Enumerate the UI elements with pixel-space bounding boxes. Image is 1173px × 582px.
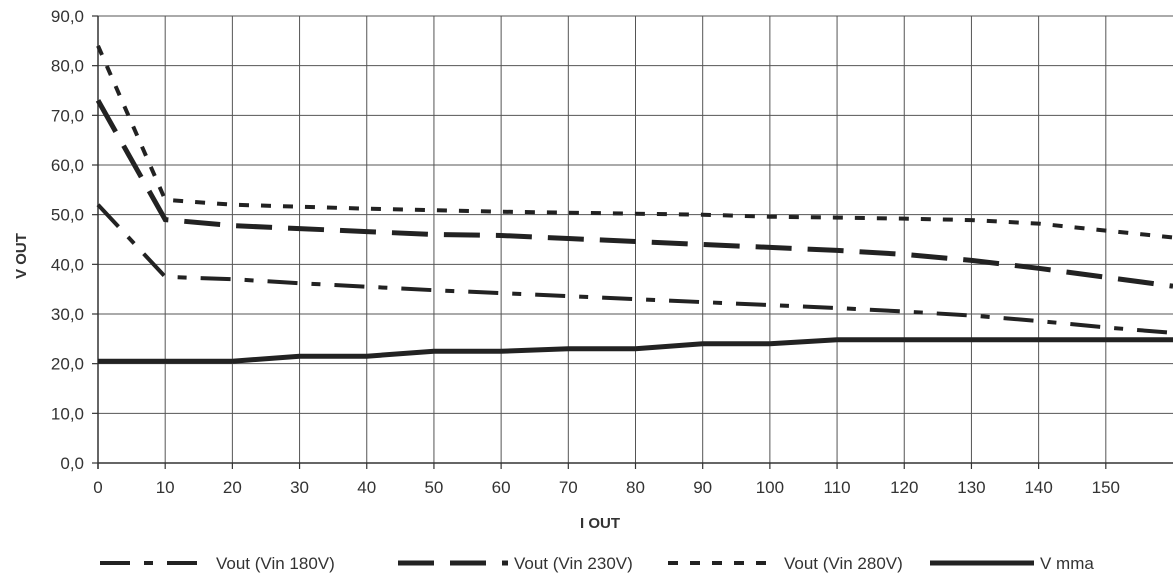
x-tick-label: 150	[1092, 478, 1120, 497]
legend-label-2: Vout (Vin 230V)	[514, 554, 633, 573]
tick-labels: 0,0 10,0 20,0 30,0 40,0 50,0 60,0 70,0 80,0 90,0 0…	[51, 7, 1120, 497]
x-tick-label: 60	[492, 478, 511, 497]
x-tick-label: 120	[890, 478, 918, 497]
series-line-3	[96, 45, 1173, 240]
y-tick-label: 90,0	[51, 7, 84, 26]
y-tick-label: 60,0	[51, 156, 84, 175]
x-tick-label: 30	[290, 478, 309, 497]
x-tick-label: 130	[957, 478, 985, 497]
y-tick-label: 40,0	[51, 255, 84, 274]
series-line-1	[96, 203, 1173, 335]
y-axis-title: V OUT	[13, 233, 30, 279]
x-tick-label: 100	[756, 478, 784, 497]
series-lines	[95, 45, 1173, 364]
y-tick-label: 50,0	[51, 206, 84, 225]
x-tick-label: 20	[223, 478, 242, 497]
series-line-2	[95, 99, 1173, 289]
legend-label-3: Vout (Vin 280V)	[784, 554, 903, 573]
x-tick-label: 80	[626, 478, 645, 497]
x-tick-label: 90	[693, 478, 712, 497]
legend: Vout (Vin 180V) Vout (Vin 230V) Vout (Vin …	[100, 554, 1094, 573]
y-tick-label: 20,0	[51, 355, 84, 374]
y-tick-label: 30,0	[51, 305, 84, 324]
y-tick-label: 80,0	[51, 57, 84, 76]
x-tick-label: 110	[824, 478, 851, 497]
x-tick-label: 0	[93, 478, 102, 497]
x-tick-label: 40	[357, 478, 376, 497]
y-tick-label: 70,0	[51, 106, 84, 125]
y-tick-label: 0,0	[60, 454, 84, 473]
x-tick-label: 50	[424, 478, 443, 497]
axes	[92, 15, 1173, 469]
legend-label-4: V mma	[1040, 554, 1094, 573]
x-tick-label: 70	[559, 478, 578, 497]
y-tick-label: 10,0	[51, 404, 84, 423]
series-line-4	[98, 337, 1173, 364]
legend-label-1: Vout (Vin 180V)	[216, 554, 335, 573]
x-tick-label: 10	[156, 478, 175, 497]
x-axis-title: I OUT	[580, 515, 620, 532]
x-tick-label: 140	[1024, 478, 1052, 497]
